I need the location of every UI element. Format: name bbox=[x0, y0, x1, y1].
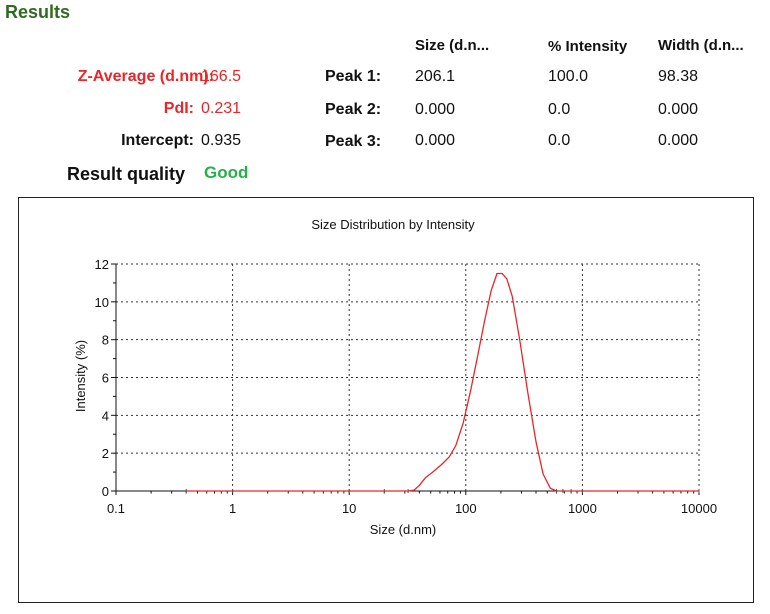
peak-size: 0.000 bbox=[415, 132, 456, 149]
peak-intensity: 0.0 bbox=[548, 132, 571, 149]
pdi-value: 0.231 bbox=[201, 100, 242, 117]
x-tick-label: 100 bbox=[455, 501, 477, 516]
chart-series bbox=[185, 272, 700, 493]
y-tick-label: 0 bbox=[102, 484, 109, 499]
size-distribution-chart-panel: Size Distribution by Intensity 0.1 1 10 100… bbox=[18, 197, 754, 603]
pdi-label: PdI: bbox=[163, 100, 194, 117]
y-tick-label: 8 bbox=[102, 333, 109, 348]
peak-intensity: 0.0 bbox=[548, 101, 571, 118]
peak-width: 98.38 bbox=[658, 68, 699, 85]
z-average-label: Z-Average (d.nm): bbox=[77, 68, 214, 85]
peak-width: 0.000 bbox=[658, 132, 699, 149]
y-tick-label: 10 bbox=[95, 295, 109, 310]
y-axis-label: Intensity (%) bbox=[73, 340, 88, 412]
peak-label: Peak 2: bbox=[325, 101, 382, 118]
size-distribution-chart: Size Distribution by Intensity 0.1 1 10 100… bbox=[73, 217, 717, 537]
chart-title: Size Distribution by Intensity bbox=[311, 217, 475, 232]
y-tick-label: 4 bbox=[102, 408, 109, 423]
x-axis-label: Size (d.nm) bbox=[370, 522, 436, 537]
intercept-label: Intercept: bbox=[121, 132, 194, 149]
y-tick-label: 2 bbox=[102, 446, 109, 461]
x-tick-label: 1 bbox=[229, 501, 236, 516]
size-column-header: Size (d.n... bbox=[415, 37, 490, 54]
x-tick-label: 10 bbox=[342, 501, 356, 516]
x-tick-label: 10000 bbox=[681, 501, 717, 516]
chart-ticks bbox=[111, 263, 700, 495]
peak-width: 0.000 bbox=[658, 101, 699, 118]
peak-label: Peak 3: bbox=[325, 133, 382, 150]
peak-label: Peak 1: bbox=[325, 68, 382, 85]
x-tick-labels: 0.1 1 10 100 1000 10000 bbox=[107, 501, 717, 516]
series-line bbox=[186, 272, 699, 492]
intensity-column-header: % Intensity bbox=[548, 38, 628, 55]
peak-intensity: 100.0 bbox=[548, 68, 589, 85]
peak-size: 206.1 bbox=[415, 68, 456, 85]
result-quality-label: Result quality bbox=[67, 164, 186, 184]
z-average-value: 166.5 bbox=[201, 68, 242, 85]
result-quality-value: Good bbox=[204, 163, 249, 182]
chart-grid bbox=[116, 263, 700, 491]
peak-size: 0.000 bbox=[415, 101, 456, 118]
intercept-value: 0.935 bbox=[201, 132, 242, 149]
results-title: Results bbox=[5, 2, 71, 22]
x-tick-label: 1000 bbox=[568, 501, 597, 516]
y-tick-label: 12 bbox=[95, 257, 109, 272]
x-tick-label: 0.1 bbox=[107, 501, 125, 516]
y-tick-label: 6 bbox=[102, 371, 109, 386]
y-tick-labels: 0 2 4 6 8 10 12 bbox=[95, 257, 109, 499]
width-column-header: Width (d.n... bbox=[658, 37, 744, 54]
chart-minor-ticks bbox=[113, 282, 695, 494]
